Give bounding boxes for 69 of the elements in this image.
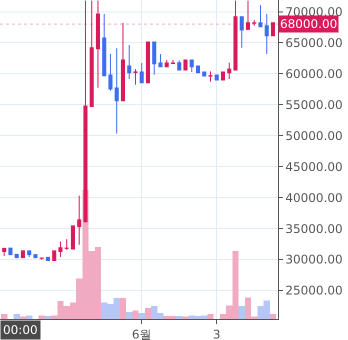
x-tick-label: 6월 bbox=[132, 327, 152, 340]
candlestick bbox=[190, 60, 194, 73]
bar bbox=[176, 316, 182, 319]
candlestick bbox=[152, 42, 156, 76]
candlestick bbox=[46, 256, 50, 261]
candlestick bbox=[27, 250, 32, 258]
candlestick bbox=[208, 70, 213, 82]
candlestick bbox=[264, 14, 269, 55]
candlestick bbox=[33, 254, 38, 258]
candlestick bbox=[102, 14, 106, 76]
bar bbox=[207, 314, 214, 319]
candlestick bbox=[108, 54, 112, 92]
candlestick bbox=[120, 22, 125, 102]
candlestick bbox=[252, 20, 256, 26]
y-tick-label: 65000.00 bbox=[285, 36, 343, 50]
candlestick bbox=[52, 250, 56, 261]
candlestick bbox=[240, 16, 244, 48]
y-tick-label: 35000.00 bbox=[285, 222, 343, 236]
candlestick bbox=[270, 22, 276, 36]
text: 00:00 bbox=[3, 323, 38, 337]
candlestick bbox=[177, 60, 182, 70]
bar bbox=[238, 306, 245, 319]
candlestick bbox=[77, 195, 82, 246]
y-tick-label: 40000.00 bbox=[285, 190, 343, 205]
ref-line-label: 68000.00 bbox=[280, 17, 338, 31]
bar bbox=[126, 312, 132, 319]
y-tick-label: 30000.00 bbox=[285, 252, 343, 267]
candlestick bbox=[140, 62, 144, 84]
candlestick bbox=[90, 0, 94, 108]
y-tick-label: 60000.00 bbox=[285, 66, 343, 81]
candlestick bbox=[196, 66, 200, 74]
candlestick bbox=[20, 250, 25, 258]
candlestick bbox=[146, 42, 150, 84]
candlestick bbox=[164, 60, 169, 68]
candlestick bbox=[114, 48, 119, 134]
candlestick bbox=[158, 54, 163, 68]
candlestick bbox=[2, 248, 6, 256]
y-tick-label: 45000.00 bbox=[285, 160, 343, 174]
bar bbox=[26, 315, 32, 319]
candlestick bbox=[64, 238, 69, 250]
candlestick bbox=[246, 0, 250, 30]
candlestick bbox=[170, 60, 176, 64]
candlestick bbox=[58, 241, 62, 258]
bar bbox=[144, 308, 152, 319]
candlestick bbox=[227, 62, 232, 80]
candlestick bbox=[202, 72, 206, 76]
y-tick-label: 55000.00 bbox=[285, 98, 343, 112]
x-tick-label: 3 bbox=[212, 327, 221, 340]
candlestick bbox=[220, 72, 226, 81]
candlestick bbox=[96, 0, 100, 88]
bar bbox=[138, 312, 145, 319]
bar bbox=[132, 310, 139, 319]
candlestick bbox=[258, 4, 263, 28]
bar bbox=[1, 314, 8, 319]
bar bbox=[38, 315, 45, 319]
candlestick bbox=[127, 44, 132, 80]
candlestick bbox=[70, 225, 75, 250]
candlestick bbox=[133, 68, 138, 86]
candlestick bbox=[214, 74, 219, 81]
bar bbox=[120, 298, 126, 319]
candlestick bbox=[40, 257, 44, 260]
y-tick-label: 50000.00 bbox=[285, 128, 343, 143]
candlestick bbox=[233, 0, 238, 70]
bar bbox=[14, 314, 20, 319]
candlestick bbox=[8, 248, 12, 256]
bar bbox=[44, 316, 52, 319]
y-tick-label: 25000.00 bbox=[285, 284, 343, 298]
bar bbox=[270, 314, 276, 319]
candlestick bbox=[183, 60, 188, 70]
